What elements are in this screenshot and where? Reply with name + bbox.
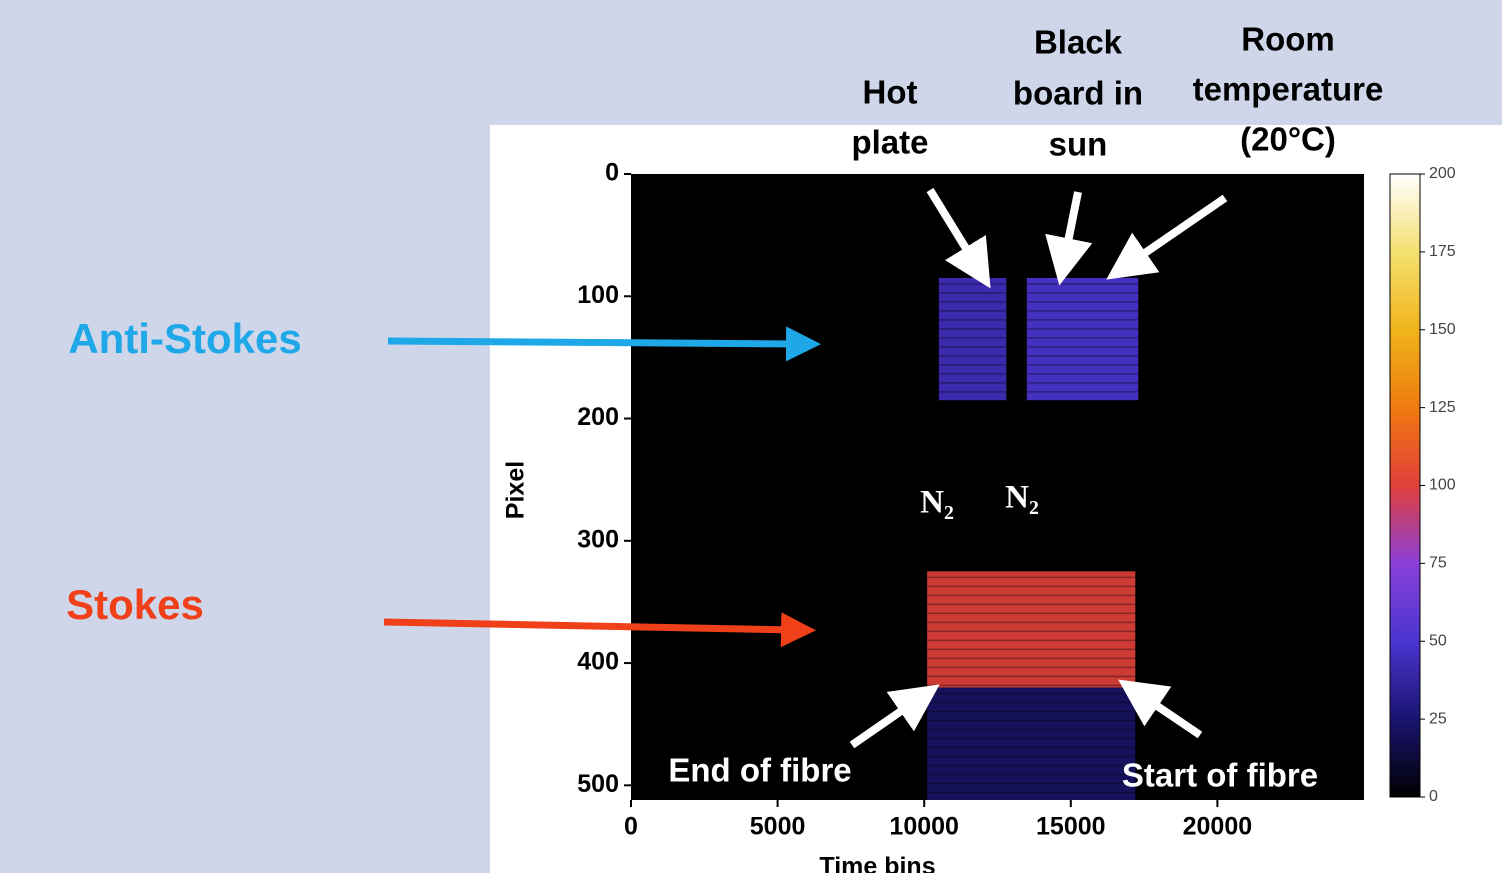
x-tick-label: 10000	[889, 813, 959, 841]
annotation: plate	[851, 124, 928, 161]
annotation: board in	[1013, 75, 1143, 112]
y-tick-label: 300	[577, 525, 619, 553]
page: 050001000015000200000100200300400500Time…	[0, 0, 1502, 873]
annotation: Black	[1034, 24, 1123, 61]
x-tick-label: 20000	[1183, 813, 1253, 841]
colorbar-tick-label: 100	[1429, 477, 1456, 494]
annotation: Room	[1241, 21, 1335, 58]
arrow	[388, 341, 800, 344]
annotation: temperature	[1193, 71, 1384, 108]
y-axis-label: Pixel	[502, 461, 530, 519]
y-tick-label: 0	[605, 159, 619, 187]
annotation: sun	[1049, 126, 1108, 163]
heat-cell	[927, 571, 1135, 687]
annotation: N₂	[1005, 480, 1039, 516]
heat-cell	[1027, 278, 1138, 400]
slide: 050001000015000200000100200300400500Time…	[0, 0, 1502, 873]
x-axis-label: Time bins	[819, 853, 935, 873]
colorbar-tick-label: 125	[1429, 399, 1456, 416]
y-tick-label: 400	[577, 648, 619, 676]
heat-cell	[939, 278, 1006, 400]
x-tick-label: 0	[624, 813, 638, 841]
colorbar	[1390, 174, 1420, 797]
side-label: Anti-Stokes	[68, 315, 301, 362]
x-tick-label: 15000	[1036, 813, 1106, 841]
annotation: End of fibre	[668, 752, 851, 789]
colorbar-tick-label: 200	[1429, 165, 1456, 182]
annotation: N₂	[920, 485, 954, 521]
y-tick-label: 100	[577, 281, 619, 309]
side-label: Stokes	[66, 581, 204, 628]
colorbar-tick-label: 50	[1429, 632, 1447, 649]
colorbar-tick-label: 0	[1429, 788, 1438, 805]
x-tick-label: 5000	[750, 813, 806, 841]
colorbar-tick-label: 175	[1429, 243, 1456, 260]
annotation: Hot	[863, 74, 918, 111]
annotation: (20°C)	[1240, 121, 1336, 158]
colorbar-tick-label: 75	[1429, 555, 1447, 572]
colorbar-tick-label: 150	[1429, 321, 1456, 338]
annotation: Start of fibre	[1122, 757, 1318, 794]
colorbar-tick-label: 25	[1429, 710, 1447, 727]
y-tick-label: 200	[577, 403, 619, 431]
y-tick-label: 500	[577, 770, 619, 798]
